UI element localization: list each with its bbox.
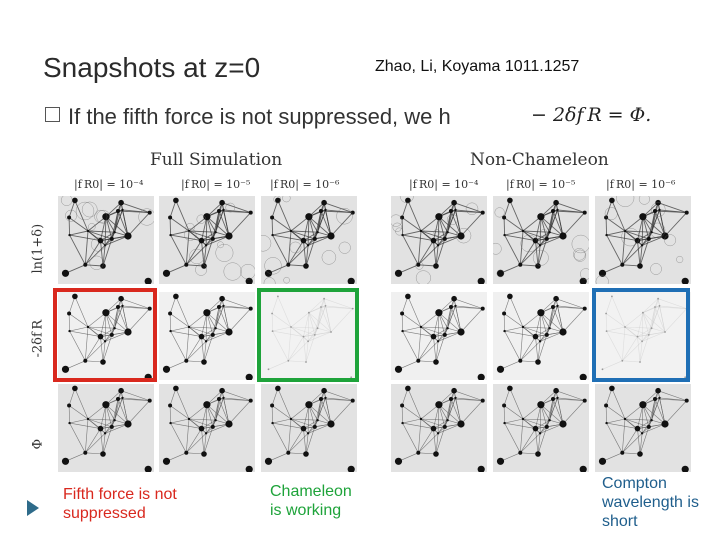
bullet: If the fifth force is not suppressed, we… xyxy=(45,104,451,130)
snapshot-panel xyxy=(391,292,487,380)
row-label: ln(1+δ) xyxy=(30,223,46,274)
snapshot-panel xyxy=(58,196,154,284)
bullet-icon xyxy=(45,107,60,122)
snapshot-panel xyxy=(159,384,255,472)
snapshot-panel xyxy=(595,196,691,284)
snapshot-panel xyxy=(493,196,589,284)
slide-title: Snapshots at z=0 xyxy=(43,52,261,83)
snapshot-panel xyxy=(261,292,357,380)
column-header: |f R0| = 10⁻⁵ xyxy=(181,178,251,191)
snapshot-panel xyxy=(493,292,589,380)
snapshot-panel xyxy=(261,384,357,472)
arrow-bullet-icon xyxy=(27,500,39,516)
column-header: |f R0| = 10⁻⁴ xyxy=(74,178,144,191)
blue-highlight xyxy=(592,288,690,382)
row-label: -2δf R xyxy=(30,319,46,358)
green-highlight xyxy=(257,288,359,382)
column-header: |f R0| = 10⁻⁵ xyxy=(506,178,576,191)
formula: − 2δf R = Φ. xyxy=(531,104,652,126)
reference: Zhao, Li, Koyama 1011.1257 xyxy=(375,58,580,75)
snapshot-panel xyxy=(493,384,589,472)
snapshot-panel xyxy=(391,196,487,284)
group-non-chameleon: Non-Chameleon xyxy=(470,150,609,170)
column-header: |f R0| = 10⁻⁶ xyxy=(270,178,340,191)
snapshot-panel xyxy=(159,292,255,380)
group-full-simulation: Full Simulation xyxy=(150,150,283,170)
snapshot-panel xyxy=(261,196,357,284)
row-label: Φ xyxy=(30,438,46,450)
snapshot-panel xyxy=(159,196,255,284)
snapshot-panel xyxy=(595,292,691,380)
caption-green: Chameleon is working xyxy=(270,483,352,519)
column-header: |f R0| = 10⁻⁶ xyxy=(606,178,676,191)
snapshot-panel xyxy=(391,384,487,472)
snapshot-panel xyxy=(595,384,691,472)
bullet-text: If the fifth force is not suppressed, we… xyxy=(68,104,451,129)
snapshot-panel xyxy=(58,384,154,472)
caption-blue: Compton wavelength is short xyxy=(602,475,699,530)
red-highlight xyxy=(53,288,157,382)
snapshot-panel xyxy=(58,292,154,380)
column-header: |f R0| = 10⁻⁴ xyxy=(409,178,479,191)
caption-red: Fifth force is not suppressed xyxy=(63,486,177,522)
